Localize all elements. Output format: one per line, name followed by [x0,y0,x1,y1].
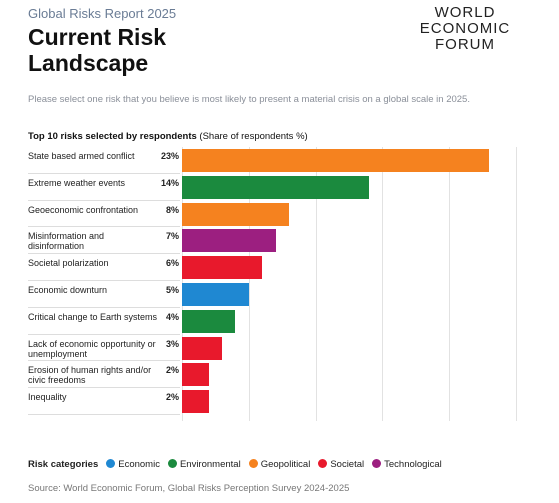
legend-swatch [318,459,328,468]
value-label: 6% [165,258,179,269]
value-label: 3% [165,338,179,349]
category-label: State based armed conflict [28,151,135,161]
category-label: Misinformation and disinformation [28,231,105,252]
logo-line: FORUM [435,36,495,53]
chart-subtitle: (Share of respondents %) [199,131,308,142]
bar [182,282,249,306]
legend-label: Geopolitical [260,459,311,470]
grid-line [516,147,517,421]
logo: WORLD ECONOMIC FORUM [410,5,520,53]
row-separator [28,172,180,174]
bar [182,363,209,387]
category-label: Erosion of human rights and/or civic fre… [28,365,152,386]
bar [182,229,276,253]
category-label: Economic downturn [28,285,108,295]
bar [182,148,490,172]
row-separator [28,280,180,281]
legend: Risk categories Economic Environmental Geop… [28,459,442,470]
legend-item: Economic [106,459,160,470]
page-title: Current Risk Landscape [28,24,167,76]
value-label: 2% [165,365,179,376]
row-separator [28,387,180,389]
legend-swatch [372,459,382,468]
legend-label: Environmental [179,459,241,470]
legend-item: Technological [372,459,442,470]
category-label: Critical change to Earth systems [28,311,158,322]
category-label: Societal polarization [28,258,109,269]
row-separator [28,306,180,308]
legend-title: Risk categories [28,459,99,470]
legend-item: Environmental [167,459,241,470]
bar [182,336,223,360]
logo-line: WORLD [434,4,496,21]
legend-label: Technological [384,459,442,470]
grid-line [449,147,451,421]
bar [182,175,370,199]
report-name: Global Risks Report 2025 [28,6,177,21]
legend-swatch [248,459,258,468]
bar [182,256,263,280]
category-label: Extreme weather events [28,177,126,188]
value-label: 23% [160,151,179,161]
value-label: 14% [160,177,179,188]
row-separator [28,360,180,362]
bar [182,390,209,414]
legend-label: Economic [118,459,160,470]
row-separator [28,226,180,228]
row-separator [28,253,180,255]
grid-line [248,147,250,421]
legend-label: Societal [330,459,365,470]
grid-line [382,147,384,421]
value-label: 7% [165,231,179,242]
legend-item: Geopolitical [248,459,311,470]
source: Source: World Economic Forum, Global Ris… [28,483,350,494]
value-label: 8% [165,204,179,215]
subtitle: Please select one risk that you believe … [28,94,470,105]
category-label: Geoeconomic confrontation [28,204,139,215]
chart-title: Top 10 risks selected by respondents [28,131,197,142]
legend-item: Societal [318,459,364,470]
legend-swatch [106,459,116,468]
row-separator [28,414,180,415]
row-separator [28,199,180,201]
logo-line: ECONOMIC [419,20,511,37]
category-label: Inequality [28,392,67,403]
category-label: Lack of economic opportunity or unemploy… [28,338,156,359]
legend-swatch [167,459,177,468]
grid-line [315,147,317,421]
bar [182,309,236,333]
chart-heading: Top 10 risks selected by respondents (Sh… [28,131,308,142]
value-label: 4% [165,311,179,322]
bar [182,202,289,226]
value-label: 2% [165,392,179,403]
row-separator [28,333,180,335]
value-label: 5% [165,285,179,295]
